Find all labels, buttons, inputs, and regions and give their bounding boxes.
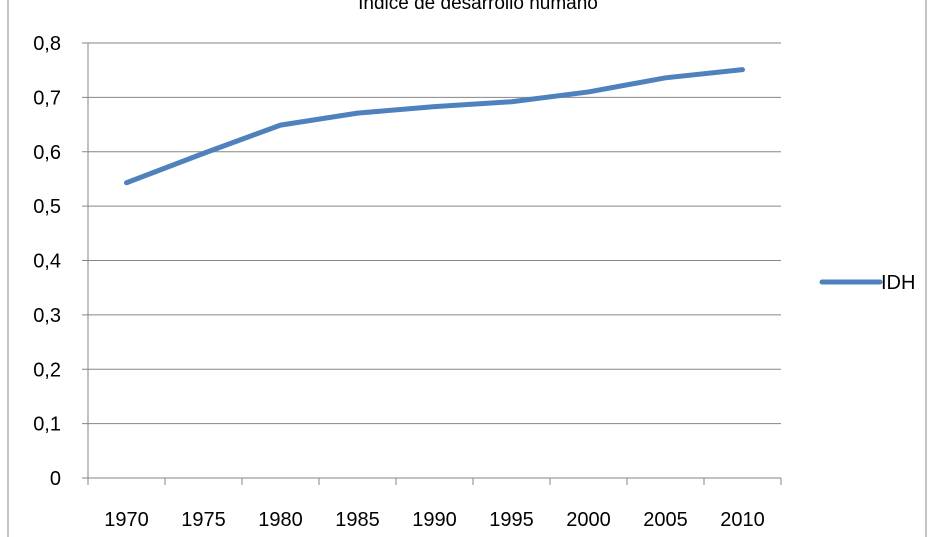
x-tick-label-1990: 1990	[412, 509, 457, 531]
x-tick-label-1985: 1985	[335, 509, 380, 531]
legend: IDH	[819, 272, 915, 294]
gridlines	[88, 42, 781, 425]
x-tick-label-2010: 2010	[720, 509, 765, 531]
x-axis-ticks: 1970 1975 1980 1985 1990 1995 2000 2005 2010	[87, 478, 782, 531]
x-tick-label-1995: 1995	[489, 509, 534, 531]
series-line-idh	[124, 67, 745, 186]
chart-title: Índice de desarrollo humano	[358, 0, 598, 14]
y-tick-label-1: 0,1	[33, 414, 61, 436]
legend-label-idh: IDH	[881, 272, 915, 294]
series-group	[124, 67, 745, 186]
y-tick-label-7: 0,7	[33, 87, 61, 109]
y-tick-label-0: 0	[50, 468, 61, 490]
x-tick-label-1975: 1975	[181, 509, 226, 531]
y-tick-label-8: 0,8	[33, 33, 61, 55]
x-tick-label-1970: 1970	[104, 509, 149, 531]
y-tick-label-4: 0,4	[33, 251, 61, 273]
y-tick-label-6: 0,6	[33, 142, 61, 164]
x-tick-label-2000: 2000	[566, 509, 611, 531]
y-tick-label-2: 0,2	[33, 359, 61, 381]
y-axis-ticks: 0 0,1 0,2 0,3 0,4 0,5 0,6 0,7 0,8	[33, 33, 88, 490]
y-tick-label-3: 0,3	[33, 305, 61, 327]
x-tick-label-1980: 1980	[258, 509, 303, 531]
x-tick-label-2005: 2005	[643, 509, 688, 531]
y-tick-label-5: 0,5	[33, 196, 61, 218]
